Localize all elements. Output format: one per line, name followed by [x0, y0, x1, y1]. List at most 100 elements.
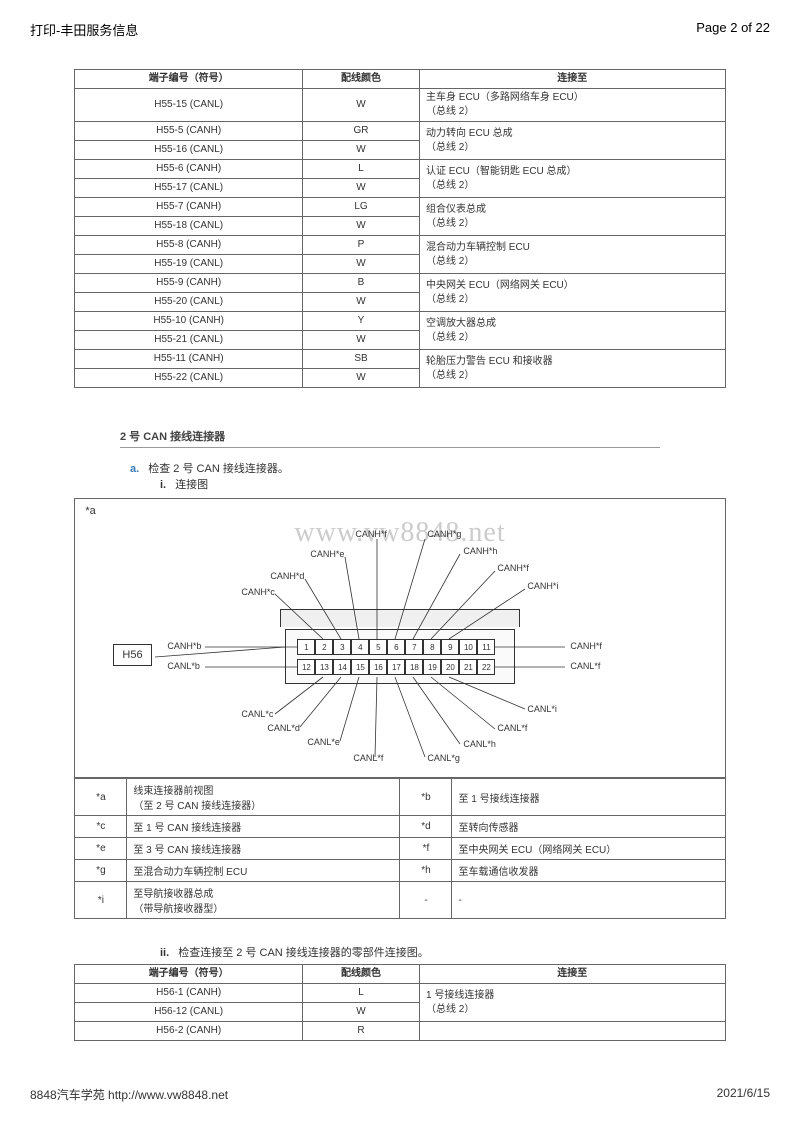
- step-i: i. 连接图: [160, 476, 770, 492]
- lbl: CANH*f: [355, 529, 387, 539]
- table-row: H56-2 (CANH)R: [75, 1022, 725, 1041]
- cell-terminal: H55-5 (CANH): [75, 122, 303, 141]
- legend-value: 线束连接器前视图（至 2 号 CAN 接线连接器）: [127, 779, 400, 816]
- legend-row: *g至混合动力车辆控制 ECU*h至车载通信收发器: [75, 860, 725, 882]
- legend-row: *c至 1 号 CAN 接线连接器*d至转向传感器: [75, 816, 725, 838]
- lbl: CANL*f: [353, 753, 383, 763]
- table-row: H55-10 (CANH)Y空调放大器总成（总线 2）: [75, 312, 725, 331]
- step-a: a. 检查 2 号 CAN 接线连接器。: [130, 460, 770, 476]
- cell-terminal: H55-17 (CANL): [75, 179, 303, 198]
- legend-key: *g: [75, 860, 127, 882]
- cell-color: Y: [302, 312, 419, 331]
- legend-key: *f: [400, 838, 452, 860]
- table-row: H55-15 (CANL)W主车身 ECU（多路网络车身 ECU）（总线 2）: [75, 89, 725, 122]
- legend-key: *b: [400, 779, 452, 816]
- legend-value: 至 1 号 CAN 接线连接器: [127, 816, 400, 838]
- step-i-text: 连接图: [175, 479, 208, 491]
- cell-terminal: H56-2 (CANH): [75, 1022, 303, 1041]
- cell-connection: 轮胎压力警告 ECU 和接收器（总线 2）: [420, 350, 726, 388]
- cell-terminal: H55-22 (CANL): [75, 369, 303, 388]
- legend-value: -: [452, 882, 725, 919]
- cell-color: SB: [302, 350, 419, 369]
- cell-color: R: [302, 1022, 419, 1041]
- cell-terminal: H55-16 (CANL): [75, 141, 303, 160]
- cell-color: W: [302, 89, 419, 122]
- cell-terminal: H55-7 (CANH): [75, 198, 303, 217]
- lbl: CANH*b: [167, 641, 201, 651]
- lbl: CANL*e: [307, 737, 340, 747]
- lbl: CANL*b: [167, 661, 200, 671]
- lbl: CANH*e: [310, 549, 344, 559]
- cell-color: P: [302, 236, 419, 255]
- cell-terminal: H55-8 (CANH): [75, 236, 303, 255]
- col-header: 连接至: [420, 965, 726, 984]
- section-title: 2 号 CAN 接线连接器: [120, 428, 660, 448]
- cell-color: W: [302, 141, 419, 160]
- lbl: CANH*d: [270, 571, 304, 581]
- legend-key: *i: [75, 882, 127, 919]
- table-row: H55-6 (CANH)L认证 ECU（智能钥匙 ECU 总成）（总线 2）: [75, 160, 725, 179]
- cell-terminal: H55-9 (CANH): [75, 274, 303, 293]
- table-row: H55-9 (CANH)B中央网关 ECU（网络网关 ECU）（总线 2）: [75, 274, 725, 293]
- cell-color: L: [302, 160, 419, 179]
- legend-key: *a: [75, 779, 127, 816]
- cell-color: W: [302, 179, 419, 198]
- page-header: 打印-丰田服务信息 Page 2 of 22: [30, 20, 770, 39]
- step-a-text: 检查 2 号 CAN 接线连接器。: [148, 463, 289, 475]
- legend-row: *i至导航接收器总成（带导航接收器型）--: [75, 882, 725, 919]
- step-ii-text: 检查连接至 2 号 CAN 接线连接器的零部件连接图。: [178, 947, 429, 959]
- table-row: H56-1 (CANH)L1 号接线连接器（总线 2）: [75, 984, 725, 1003]
- cell-color: W: [302, 293, 419, 312]
- lbl: CANH*h: [463, 546, 497, 556]
- legend-key: *e: [75, 838, 127, 860]
- footer-left: 8848汽车学苑 http://www.vw8848.net: [30, 1086, 228, 1103]
- cell-connection: [420, 1022, 726, 1041]
- page-number: Page 2 of 22: [696, 20, 770, 39]
- terminal-table-3: 端子编号（符号）配线颜色连接至 H56-1 (CANH)L1 号接线连接器（总线…: [74, 964, 725, 1041]
- cell-connection: 1 号接线连接器（总线 2）: [420, 984, 726, 1022]
- lbl: CANL*f: [570, 661, 600, 671]
- legend-value: 至车载通信收发器: [452, 860, 725, 882]
- cell-color: W: [302, 331, 419, 350]
- lbl: CANH*c: [241, 587, 275, 597]
- legend-value: 至 3 号 CAN 接线连接器: [127, 838, 400, 860]
- legend-key: *d: [400, 816, 452, 838]
- cell-connection: 主车身 ECU（多路网络车身 ECU）（总线 2）: [420, 89, 726, 122]
- legend-row: *a线束连接器前视图（至 2 号 CAN 接线连接器）*b至 1 号接线连接器: [75, 779, 725, 816]
- lead-lines: [75, 499, 724, 777]
- col-header: 端子编号（符号）: [75, 70, 303, 89]
- table-row: H55-8 (CANH)P混合动力车辆控制 ECU（总线 2）: [75, 236, 725, 255]
- cell-color: W: [302, 217, 419, 236]
- col-header: 配线颜色: [302, 70, 419, 89]
- table-row: H55-11 (CANH)SB轮胎压力警告 ECU 和接收器（总线 2）: [75, 350, 725, 369]
- terminal-table-1: 端子编号（符号）配线颜色连接至 H55-15 (CANL)W主车身 ECU（多路…: [74, 69, 725, 388]
- legend-key: *c: [75, 816, 127, 838]
- cell-connection: 组合仪表总成（总线 2）: [420, 198, 726, 236]
- table-row: H55-7 (CANH)LG组合仪表总成（总线 2）: [75, 198, 725, 217]
- cell-connection: 中央网关 ECU（网络网关 ECU）（总线 2）: [420, 274, 726, 312]
- legend-value: 至导航接收器总成（带导航接收器型）: [127, 882, 400, 919]
- lbl: CANL*f: [497, 723, 527, 733]
- cell-color: LG: [302, 198, 419, 217]
- cell-color: L: [302, 984, 419, 1003]
- col-header: 端子编号（符号）: [75, 965, 303, 984]
- legend-key: -: [400, 882, 452, 919]
- cell-color: W: [302, 1003, 419, 1022]
- cell-terminal: H55-21 (CANL): [75, 331, 303, 350]
- cell-terminal: H55-15 (CANL): [75, 89, 303, 122]
- step-ii-label: ii.: [160, 947, 169, 959]
- lbl: CANH*f: [570, 641, 602, 651]
- lbl: CANH*i: [527, 581, 558, 591]
- connector-diagram: *a www.vw8848.net H56 1234567891011 1213…: [74, 498, 725, 778]
- cell-terminal: H56-12 (CANL): [75, 1003, 303, 1022]
- cell-color: W: [302, 255, 419, 274]
- step-i-label: i.: [160, 479, 166, 491]
- cell-terminal: H55-11 (CANH): [75, 350, 303, 369]
- legend-table: *a线束连接器前视图（至 2 号 CAN 接线连接器）*b至 1 号接线连接器*…: [74, 778, 725, 919]
- table-row: H55-5 (CANH)GR动力转向 ECU 总成（总线 2）: [75, 122, 725, 141]
- lbl: CANL*g: [427, 753, 460, 763]
- cell-color: GR: [302, 122, 419, 141]
- cell-terminal: H55-6 (CANH): [75, 160, 303, 179]
- lbl: CANL*i: [527, 704, 557, 714]
- cell-connection: 空调放大器总成（总线 2）: [420, 312, 726, 350]
